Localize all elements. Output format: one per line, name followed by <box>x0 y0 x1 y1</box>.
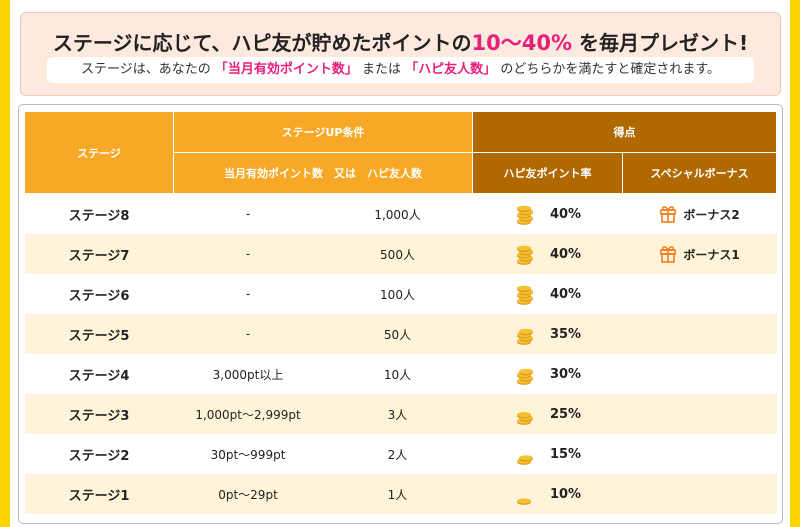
stage-cell: ステージ7 <box>24 234 174 274</box>
rate-cell: 30% <box>473 354 623 394</box>
header-score: 得点 <box>472 111 777 153</box>
coin-stack-icon <box>514 203 536 225</box>
rate-cell: 40% <box>473 274 623 314</box>
info-banner: ステージに応じて、ハピ友が貯めたポイントの10〜40% を毎月プレゼント! ステ… <box>20 12 781 96</box>
rate-cell: 10% <box>472 474 623 514</box>
rate-value: 15% <box>549 446 582 462</box>
stage-cell: ステージ4 <box>68 368 130 384</box>
stage-cell: ステージ8 <box>68 208 130 224</box>
table-row: ステージ5 - 50人 35% <box>24 314 777 354</box>
stage-table: ステージ ステージUP条件 得点 当月有効ポイント数 又は ハピ友人数 ハピ友ポ… <box>24 111 777 514</box>
rate-cell: 40% <box>473 194 623 235</box>
banner-sub-text-1: ステージは、あなたの <box>80 62 211 77</box>
bonus-cell <box>622 394 777 434</box>
points-cell: - <box>173 314 323 354</box>
friends-cell: 100人 <box>380 287 415 302</box>
table-row: ステージ3 1,000pt〜2,999pt 3人 25% <box>24 394 777 434</box>
coin-stack-icon <box>514 443 536 465</box>
friends-cell: 3人 <box>322 394 473 434</box>
rate-value: 40% <box>549 286 582 302</box>
header-bonus: スペシャルボーナス <box>622 152 777 194</box>
stage-cell: ステージ5 <box>24 314 174 354</box>
friends-cell: 2人 <box>387 447 408 462</box>
coin-stack-icon <box>514 323 536 345</box>
rate-value: 35% <box>549 326 582 342</box>
bonus-cell <box>623 274 777 314</box>
points-cell: - <box>245 287 251 301</box>
gift-icon <box>659 245 677 263</box>
coin-stack-icon <box>514 283 536 305</box>
coin-stack-icon <box>514 243 536 265</box>
table-row: ステージ8 - 1,000人 40% ボーナス2 <box>25 194 777 235</box>
stage-cell: ステージ3 <box>24 394 174 434</box>
points-cell: - <box>245 207 251 221</box>
rate-value: 10% <box>549 486 582 502</box>
bonus-cell <box>622 314 777 354</box>
rate-cell: 35% <box>472 314 623 354</box>
points-cell: 30pt〜999pt <box>210 447 286 462</box>
points-cell: - <box>173 234 323 274</box>
bonus-cell: ボーナス2 <box>623 194 777 235</box>
friends-cell: 1,000人 <box>374 207 421 222</box>
page-frame: ステージに応じて、ハピ友が貯めたポイントの10〜40% を毎月プレゼント! ステ… <box>10 0 790 527</box>
banner-sub-text-2: または <box>362 62 402 77</box>
rate-value: 40% <box>549 206 582 222</box>
banner-highlight-points: 「当月有効ポイント数」 <box>214 62 358 77</box>
table-row: ステージ2 30pt〜999pt 2人 15% <box>25 434 777 474</box>
banner-title-prefix: ステージに応じて、ハピ友が貯めたポイントの <box>52 31 472 55</box>
rate-cell: 40% <box>472 234 623 274</box>
table-row: ステージ1 0pt〜29pt 1人 10% <box>24 474 777 514</box>
header-rate: ハピ友ポイント率 <box>472 152 623 194</box>
rate-value: 25% <box>549 406 582 422</box>
rate-value: 40% <box>549 246 582 262</box>
bonus-cell <box>623 434 777 474</box>
header-condition: ステージUP条件 <box>173 111 473 153</box>
coin-stack-icon <box>514 483 536 505</box>
friends-cell: 50人 <box>322 314 473 354</box>
points-cell: 0pt〜29pt <box>173 474 323 514</box>
coin-stack-icon <box>514 403 536 425</box>
banner-title-percentage: 10〜40% <box>471 31 573 55</box>
bonus-cell: ボーナス1 <box>622 234 777 274</box>
table-row: ステージ6 - 100人 40% <box>25 274 777 314</box>
bonus-label: ボーナス2 <box>683 207 740 222</box>
table-row: ステージ4 3,000pt以上 10人 30% <box>25 354 777 394</box>
stage-cell: ステージ6 <box>68 288 130 304</box>
rate-cell: 15% <box>473 434 623 474</box>
coin-stack-icon <box>514 363 536 385</box>
bonus-cell <box>623 354 777 394</box>
friends-cell: 500人 <box>322 234 473 274</box>
bonus-cell <box>622 474 777 514</box>
gift-icon <box>659 205 677 223</box>
rate-cell: 25% <box>472 394 623 434</box>
header-stage: ステージ <box>24 111 174 194</box>
banner-highlight-friends: 「ハピ友人数」 <box>405 62 497 77</box>
banner-title-suffix: を毎月プレゼント! <box>578 31 749 55</box>
friends-cell: 1人 <box>322 474 473 514</box>
stage-cell: ステージ2 <box>68 448 130 464</box>
points-cell: 1,000pt〜2,999pt <box>173 394 323 434</box>
table-row: ステージ7 - 500人 40% ボーナス1 <box>24 234 777 274</box>
points-cell: 3,000pt以上 <box>212 367 284 382</box>
rate-value: 30% <box>549 366 582 382</box>
header-condition-sub: 当月有効ポイント数 又は ハピ友人数 <box>173 152 473 194</box>
banner-sub-text-3: のどちらかを満たすと確定されます。 <box>500 62 721 77</box>
banner-title: ステージに応じて、ハピ友が貯めたポイントの10〜40% を毎月プレゼント! <box>21 27 780 57</box>
banner-subtitle: ステージは、あなたの 「当月有効ポイント数」 または 「ハピ友人数」 のどちらか… <box>47 57 754 83</box>
stage-table-panel: ステージ ステージUP条件 得点 当月有効ポイント数 又は ハピ友人数 ハピ友ポ… <box>18 104 783 524</box>
friends-cell: 10人 <box>383 367 412 382</box>
bonus-label: ボーナス1 <box>683 247 740 262</box>
stage-cell: ステージ1 <box>24 474 174 514</box>
